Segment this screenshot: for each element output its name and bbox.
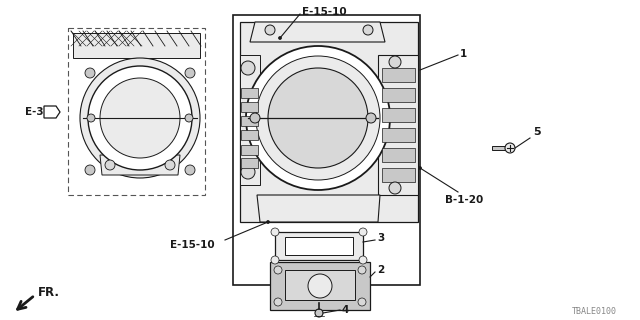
Text: FR.: FR. — [38, 285, 60, 299]
Polygon shape — [382, 128, 415, 142]
Polygon shape — [285, 270, 355, 300]
Circle shape — [85, 165, 95, 175]
Polygon shape — [241, 88, 258, 98]
Circle shape — [308, 274, 332, 298]
Polygon shape — [44, 106, 60, 118]
Circle shape — [256, 56, 380, 180]
Polygon shape — [241, 116, 258, 126]
Polygon shape — [241, 158, 258, 168]
Circle shape — [80, 58, 200, 178]
Circle shape — [274, 266, 282, 274]
Polygon shape — [378, 55, 418, 195]
Text: 3: 3 — [377, 233, 384, 243]
Polygon shape — [241, 145, 258, 155]
Circle shape — [185, 114, 193, 122]
Polygon shape — [270, 262, 370, 310]
Circle shape — [366, 113, 376, 123]
Text: E-15-10: E-15-10 — [302, 7, 347, 17]
Circle shape — [389, 56, 401, 68]
Polygon shape — [382, 88, 415, 102]
Circle shape — [241, 165, 255, 179]
Polygon shape — [275, 232, 363, 260]
Circle shape — [363, 25, 373, 35]
Bar — [233, 15, 420, 285]
Circle shape — [278, 36, 282, 39]
Circle shape — [271, 256, 279, 264]
Circle shape — [266, 220, 269, 223]
Circle shape — [250, 113, 260, 123]
Polygon shape — [240, 22, 418, 222]
Circle shape — [85, 68, 95, 78]
Polygon shape — [241, 130, 258, 140]
Polygon shape — [382, 148, 415, 162]
Circle shape — [87, 114, 95, 122]
Circle shape — [315, 309, 323, 317]
Circle shape — [100, 78, 180, 158]
Text: 5: 5 — [533, 127, 541, 137]
Circle shape — [165, 160, 175, 170]
Circle shape — [241, 61, 255, 75]
Circle shape — [185, 68, 195, 78]
Text: 4: 4 — [342, 305, 349, 315]
Polygon shape — [285, 237, 353, 255]
Polygon shape — [382, 168, 415, 182]
Circle shape — [389, 182, 401, 194]
Polygon shape — [382, 68, 415, 82]
Circle shape — [271, 228, 279, 236]
Polygon shape — [250, 22, 385, 42]
Polygon shape — [257, 195, 380, 222]
Circle shape — [88, 66, 192, 170]
Text: E-15-10: E-15-10 — [170, 240, 214, 250]
Polygon shape — [492, 146, 510, 150]
Circle shape — [358, 266, 366, 274]
Circle shape — [246, 46, 390, 190]
Text: 2: 2 — [377, 265, 384, 275]
Text: 1: 1 — [460, 49, 467, 59]
Circle shape — [265, 25, 275, 35]
Circle shape — [358, 298, 366, 306]
Text: E-3: E-3 — [25, 107, 44, 117]
Text: B-1-20: B-1-20 — [445, 195, 483, 205]
Text: TBALE0100: TBALE0100 — [572, 308, 617, 316]
Polygon shape — [240, 55, 260, 185]
Polygon shape — [73, 33, 200, 58]
Circle shape — [419, 166, 422, 170]
Circle shape — [505, 143, 515, 153]
Circle shape — [105, 160, 115, 170]
Polygon shape — [382, 108, 415, 122]
Circle shape — [185, 165, 195, 175]
Circle shape — [359, 256, 367, 264]
Polygon shape — [100, 155, 180, 175]
Circle shape — [359, 228, 367, 236]
Circle shape — [274, 298, 282, 306]
Circle shape — [268, 68, 368, 168]
Polygon shape — [241, 102, 258, 112]
Bar — [68, 28, 205, 195]
